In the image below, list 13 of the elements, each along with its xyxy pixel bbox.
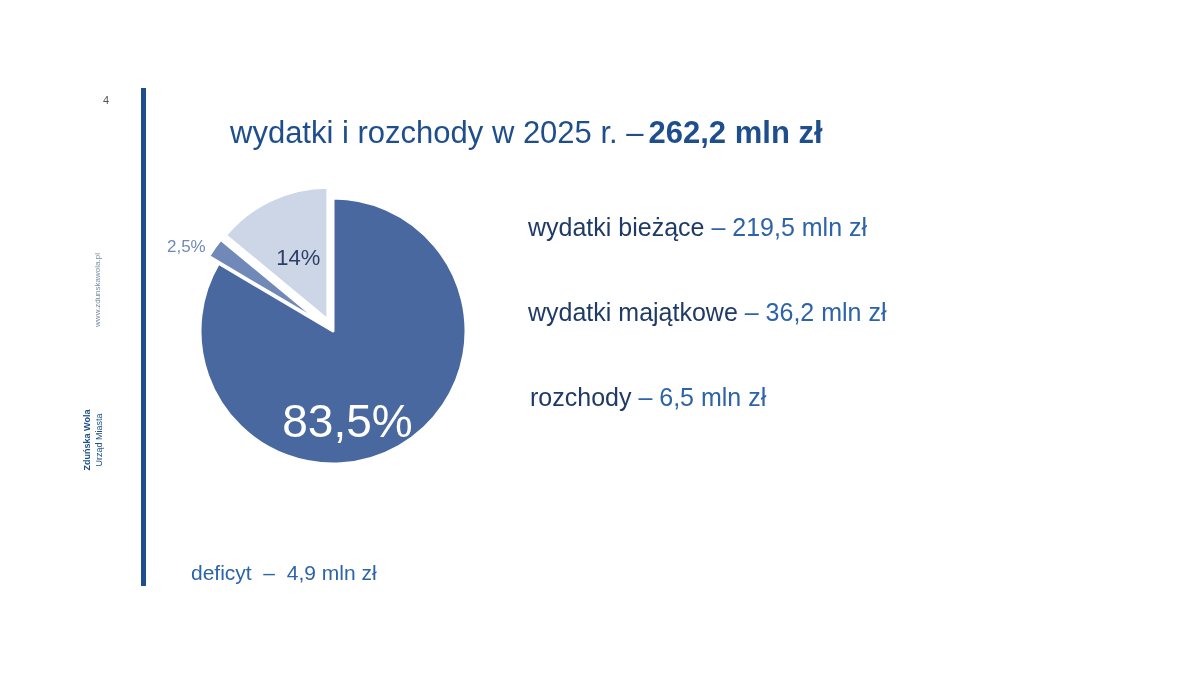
text: rozchody – 6,5 mln zł: [530, 382, 767, 411]
text: deficyt – 4,9 mln zł: [191, 561, 377, 584]
data-label: 2,5%: [166, 236, 206, 256]
text: 262,2 mln zł: [648, 115, 823, 150]
text: wydatki majątkowe – 36,2 mln zł: [527, 297, 887, 326]
text: Urząd Miasta: [94, 413, 104, 467]
chart-title: wydatki i rozchody w 2025 r. –: [229, 115, 645, 150]
text: wydatki bieżące – 219,5 mln zł: [527, 212, 868, 241]
text: www.zdunskawola.pl: [92, 252, 102, 328]
data-label: 14%: [276, 244, 321, 270]
text: Zduńska Wola: [82, 408, 92, 471]
text: 4: [103, 93, 110, 106]
data-label: 83,5%: [282, 395, 413, 448]
